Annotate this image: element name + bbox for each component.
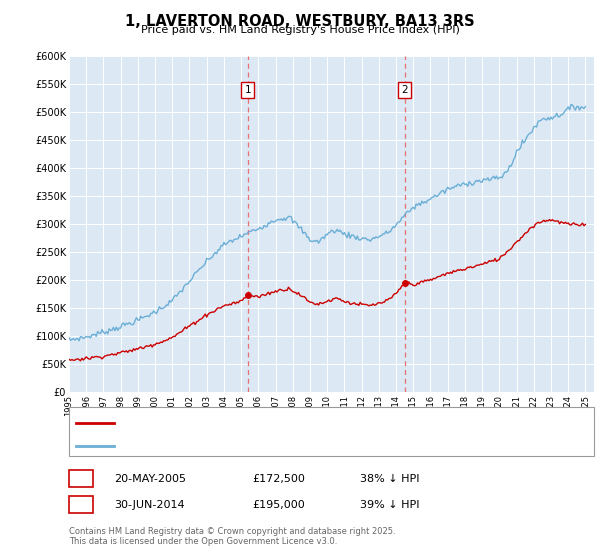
Text: Contains HM Land Registry data © Crown copyright and database right 2025.
This d: Contains HM Land Registry data © Crown c… (69, 526, 395, 546)
Text: 39% ↓ HPI: 39% ↓ HPI (360, 500, 419, 510)
Text: 1, LAVERTON ROAD, WESTBURY, BA13 3RS: 1, LAVERTON ROAD, WESTBURY, BA13 3RS (125, 14, 475, 29)
Text: 1, LAVERTON ROAD, WESTBURY, BA13 3RS (detached house): 1, LAVERTON ROAD, WESTBURY, BA13 3RS (de… (120, 418, 438, 428)
Text: £172,500: £172,500 (252, 474, 305, 484)
Text: 20-MAY-2005: 20-MAY-2005 (114, 474, 186, 484)
Text: 1: 1 (244, 85, 251, 95)
Text: 1: 1 (77, 474, 85, 484)
Text: HPI: Average price, detached house, Wiltshire: HPI: Average price, detached house, Wilt… (120, 441, 359, 451)
Text: £195,000: £195,000 (252, 500, 305, 510)
Text: 38% ↓ HPI: 38% ↓ HPI (360, 474, 419, 484)
Text: Price paid vs. HM Land Registry's House Price Index (HPI): Price paid vs. HM Land Registry's House … (140, 25, 460, 35)
Text: 2: 2 (401, 85, 408, 95)
Text: 2: 2 (77, 500, 85, 510)
Text: 30-JUN-2014: 30-JUN-2014 (114, 500, 185, 510)
